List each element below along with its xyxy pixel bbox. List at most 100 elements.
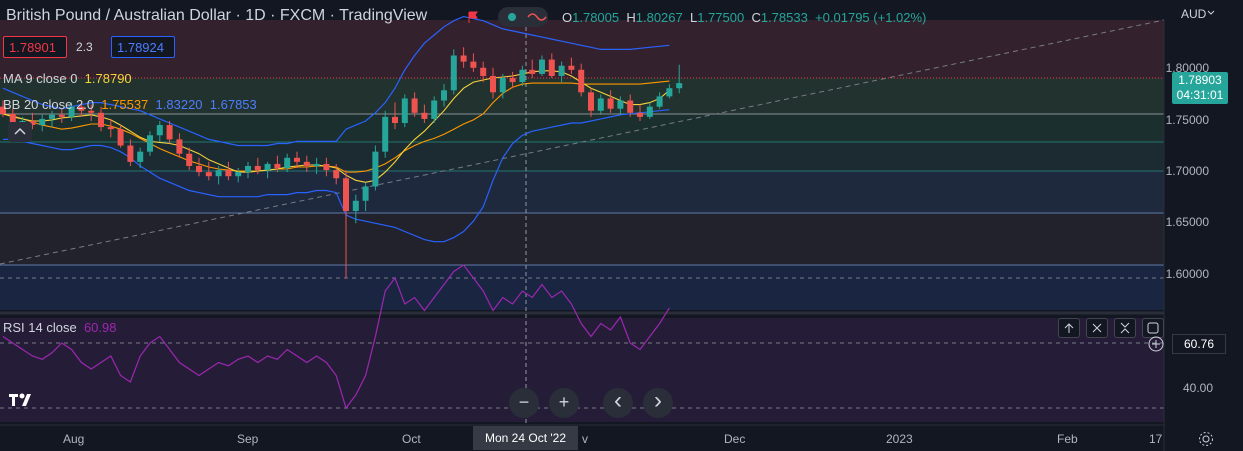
- candle-body[interactable]: [568, 65, 575, 70]
- candle-body[interactable]: [166, 125, 173, 140]
- candle-body[interactable]: [617, 100, 624, 109]
- candle-body[interactable]: [656, 96, 663, 107]
- candle-body[interactable]: [421, 112, 428, 119]
- candle-body[interactable]: [107, 127, 114, 130]
- candle-body[interactable]: [460, 55, 467, 62]
- plus-circle-icon[interactable]: [1147, 335, 1165, 353]
- candle-body[interactable]: [215, 170, 222, 177]
- candle-body[interactable]: [578, 69, 585, 93]
- date-label: 2023: [886, 432, 913, 446]
- status-pill[interactable]: [498, 7, 548, 27]
- candle-body[interactable]: [499, 78, 506, 93]
- candle-body[interactable]: [519, 69, 526, 83]
- candle-body[interactable]: [254, 165, 261, 171]
- candle-body[interactable]: [490, 75, 496, 93]
- candle-body[interactable]: [264, 163, 271, 171]
- candle-body[interactable]: [284, 157, 291, 169]
- candle-body[interactable]: [29, 120, 36, 126]
- candle-body[interactable]: [372, 151, 379, 187]
- candle-body[interactable]: [58, 114, 65, 117]
- candle-body[interactable]: [186, 153, 193, 166]
- ohlc-readout: O1.78005 H1.80267 L1.77500 C1.78533 +0.0…: [562, 10, 927, 25]
- candle-body[interactable]: [68, 106, 75, 117]
- zone-teal-band-2: [0, 142, 1164, 171]
- candle-body[interactable]: [441, 90, 447, 101]
- candle-body[interactable]: [9, 113, 16, 128]
- collapse-pane-button[interactable]: [1114, 318, 1136, 338]
- candle-body[interactable]: [205, 172, 212, 177]
- candle-body[interactable]: [597, 98, 604, 111]
- candle-body[interactable]: [627, 100, 634, 113]
- candle-body[interactable]: [78, 106, 85, 111]
- trend-line[interactable]: [0, 19, 1165, 265]
- scroll-right-button[interactable]: ›: [643, 388, 673, 418]
- move-pane-up-button[interactable]: [1058, 318, 1080, 338]
- gear-icon[interactable]: [1197, 430, 1215, 448]
- zoom-out-button[interactable]: −: [509, 388, 539, 418]
- candle-body[interactable]: [646, 106, 653, 117]
- candle-body[interactable]: [401, 98, 408, 124]
- tradingview-logo-icon[interactable]: [8, 392, 36, 408]
- scroll-left-button[interactable]: ‹: [603, 388, 633, 418]
- candle-body[interactable]: [156, 125, 163, 136]
- candle-body[interactable]: [49, 114, 55, 119]
- candle-body[interactable]: [362, 186, 369, 201]
- candle-body[interactable]: [382, 116, 389, 152]
- candle-body[interactable]: [558, 65, 565, 76]
- candle-body[interactable]: [88, 110, 95, 113]
- candle-body[interactable]: [0, 106, 6, 114]
- candle-body[interactable]: [480, 67, 487, 76]
- candle-body[interactable]: [352, 200, 359, 211]
- candle-body[interactable]: [225, 170, 232, 177]
- candle-body[interactable]: [176, 139, 183, 154]
- candle-body[interactable]: [39, 118, 46, 126]
- candle-body[interactable]: [607, 98, 614, 109]
- candle-body[interactable]: [343, 178, 349, 211]
- candle-body[interactable]: [303, 161, 310, 166]
- candle-body[interactable]: [117, 129, 124, 146]
- candle-body[interactable]: [509, 78, 516, 83]
- candle-body[interactable]: [235, 172, 242, 177]
- candle-body[interactable]: [470, 61, 477, 68]
- candle-body[interactable]: [431, 100, 438, 119]
- collapse-legend-button[interactable]: [8, 122, 32, 142]
- candle-body[interactable]: [548, 59, 555, 76]
- candle-body[interactable]: [245, 165, 251, 173]
- rsi-legend[interactable]: RSI 14 close 60.98: [3, 320, 117, 335]
- candle-body[interactable]: [411, 98, 418, 113]
- candle-body[interactable]: [127, 145, 134, 162]
- flag-icon[interactable]: [466, 10, 480, 24]
- sell-price-button[interactable]: 1.78901: [3, 36, 67, 58]
- candle-body[interactable]: [313, 163, 320, 166]
- candle-body[interactable]: [539, 59, 545, 74]
- candle-body[interactable]: [529, 69, 536, 74]
- ma-legend[interactable]: MA 9 close 0 1.78790: [3, 71, 132, 86]
- zone-red-band: [0, 20, 1164, 78]
- candle-body[interactable]: [294, 157, 300, 162]
- candle-body[interactable]: [137, 151, 144, 162]
- zoom-in-button[interactable]: +: [549, 388, 579, 418]
- candle-body[interactable]: [147, 135, 153, 152]
- close-pane-button[interactable]: [1086, 318, 1108, 338]
- buy-price-button[interactable]: 1.78924: [111, 36, 175, 58]
- candle-body[interactable]: [333, 170, 340, 179]
- candle-body[interactable]: [676, 83, 683, 89]
- candle-body[interactable]: [666, 88, 673, 97]
- candle-body[interactable]: [196, 165, 202, 173]
- candle-body[interactable]: [274, 163, 281, 169]
- candle-body[interactable]: [392, 116, 398, 124]
- candle-body[interactable]: [450, 55, 457, 91]
- bar-countdown: 04:31:01: [1176, 88, 1224, 102]
- candle-body[interactable]: [637, 112, 643, 117]
- currency-label[interactable]: AUD: [1181, 7, 1207, 21]
- date-label: Dec: [724, 432, 746, 446]
- chevron-down-icon[interactable]: [1206, 8, 1216, 18]
- candle-body[interactable]: [98, 112, 104, 128]
- candles[interactable]: [0, 47, 683, 279]
- wave-icon: [527, 13, 547, 21]
- candle-body[interactable]: [323, 163, 330, 171]
- candle-body[interactable]: [588, 92, 594, 111]
- bb-legend[interactable]: BB 20 close 2.0 1.75537 1.83220 1.67853: [3, 97, 257, 112]
- symbol-title[interactable]: British Pound / Australian Dollar · 1D ·…: [6, 7, 428, 24]
